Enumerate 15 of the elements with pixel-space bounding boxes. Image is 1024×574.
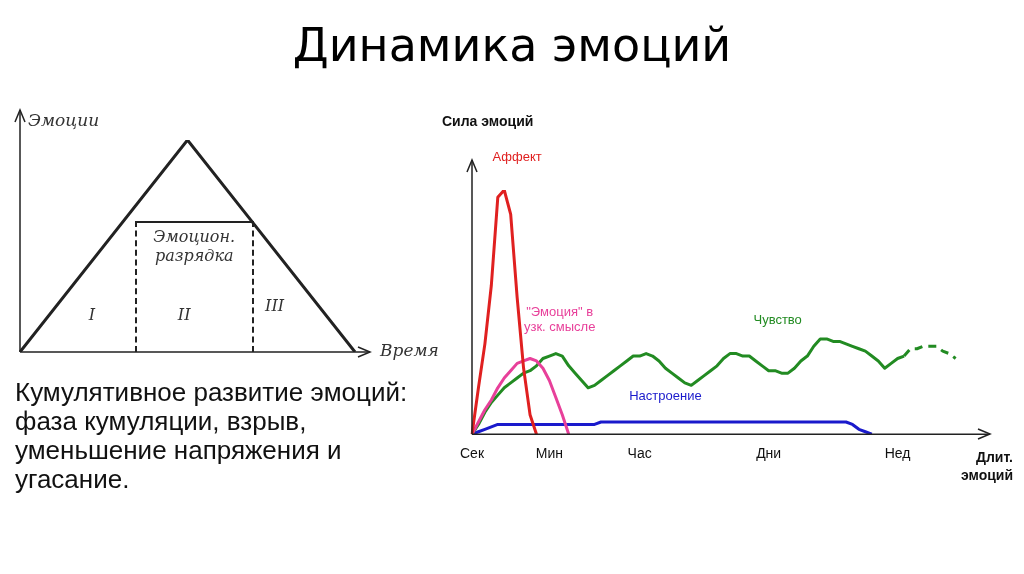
x-axis-title: Длит. эмоций [959,448,1013,485]
series-label: "Эмоция" в узк. смысле [522,304,597,335]
text: Кумулятивное развитие эмоций: фаза кумуляции, взрыв, уменьшение напряжения и угасание. [15,377,409,494]
series-label: Настроение [629,387,702,403]
series-label: Чувство [753,311,802,327]
x-tick-label: Мин [535,445,563,462]
x-tick-label: Час [627,445,652,462]
x-axis-title: Время [380,340,439,360]
y-axis-title: Сила эмоций [442,113,534,129]
text: Динамика эмоций [291,18,733,72]
x-tick-label: Дни [756,445,782,462]
x-tick-label: Нед [884,445,911,462]
text: Аффект [492,148,542,164]
y-axis-title: Эмоции [28,110,100,130]
x-tick-label: Сек [459,445,485,462]
